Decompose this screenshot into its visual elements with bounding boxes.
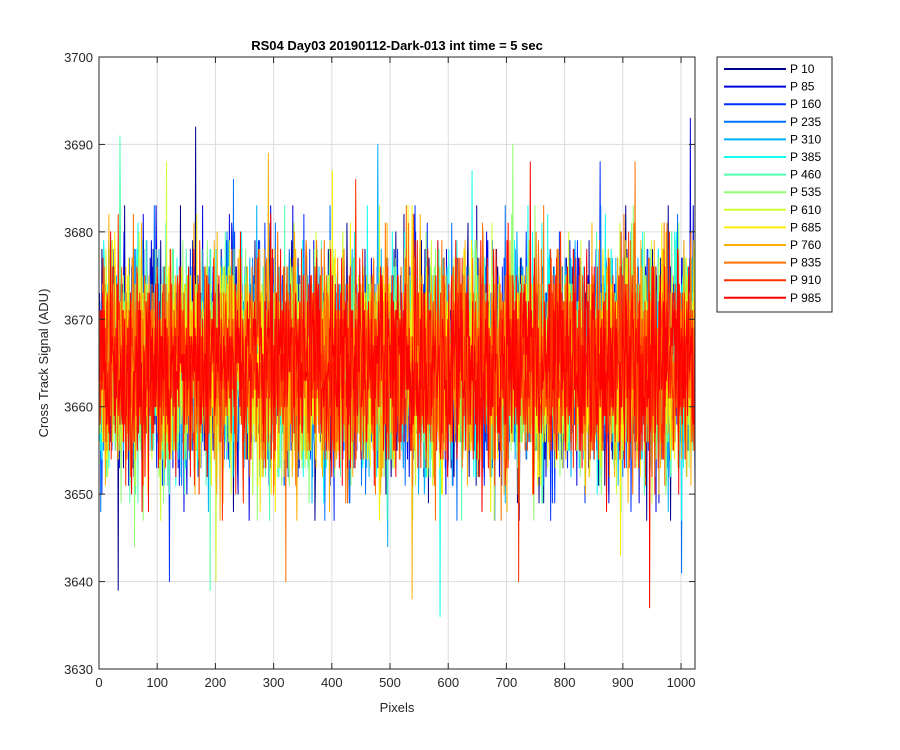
legend-label: P 10: [790, 62, 815, 76]
y-tick-label: 3660: [64, 400, 93, 415]
x-tick-label: 1000: [667, 675, 696, 690]
legend-label: P 310: [790, 132, 821, 146]
series-layer: [99, 117, 696, 618]
x-axis-label: Pixels: [380, 700, 415, 715]
legend-label: P 835: [790, 256, 821, 270]
x-tick-label: 900: [612, 675, 634, 690]
x-tick-label: 500: [379, 675, 401, 690]
legend: P 10 P 85 P 160 P 235 P 310 P 385 P 460 P 535 P …: [716, 56, 833, 313]
legend-label: P 760: [790, 238, 821, 252]
y-tick-label: 3670: [64, 312, 93, 327]
x-tick-label: 700: [496, 675, 518, 690]
legend-label: P 910: [790, 273, 821, 287]
plot-area: 0 100 200 300 400 500 600 700 800 900 1000 3630 3640…: [64, 50, 696, 690]
x-tick-label: 0: [95, 675, 102, 690]
series-line: [99, 161, 696, 609]
x-tick-label: 400: [321, 675, 343, 690]
y-tick-label: 3630: [64, 662, 93, 677]
legend-label: P 85: [790, 80, 815, 94]
y-tick-label: 3690: [64, 137, 93, 152]
legend-label: P 535: [790, 185, 821, 199]
y-tick-label: 3640: [64, 575, 93, 590]
y-tick-label: 3650: [64, 487, 93, 502]
x-tick-label: 100: [146, 675, 168, 690]
legend-label: P 160: [790, 97, 821, 111]
x-tick-label: 300: [263, 675, 285, 690]
legend-box: [716, 56, 833, 313]
legend-label: P 235: [790, 115, 821, 129]
y-axis-label: Cross Track Signal (ADU): [36, 289, 51, 438]
chart-title: RS04 Day03 20190112-Dark-013 int time = …: [251, 38, 543, 53]
x-tick-label: 600: [437, 675, 459, 690]
legend-label: P 985: [790, 291, 821, 305]
legend-label: P 685: [790, 220, 821, 234]
y-tick-label: 3700: [64, 50, 93, 65]
axes-box: [98, 56, 696, 670]
legend-label: P 610: [790, 203, 821, 217]
x-tick-label: 200: [205, 675, 227, 690]
x-tick-label: 800: [554, 675, 576, 690]
legend-label: P 385: [790, 150, 821, 164]
y-tick-label: 3680: [64, 225, 93, 240]
legend-label: P 460: [790, 168, 821, 182]
ticks: 0 100 200 300 400 500 600 700 800 900 1000 3630 3640…: [64, 50, 695, 690]
